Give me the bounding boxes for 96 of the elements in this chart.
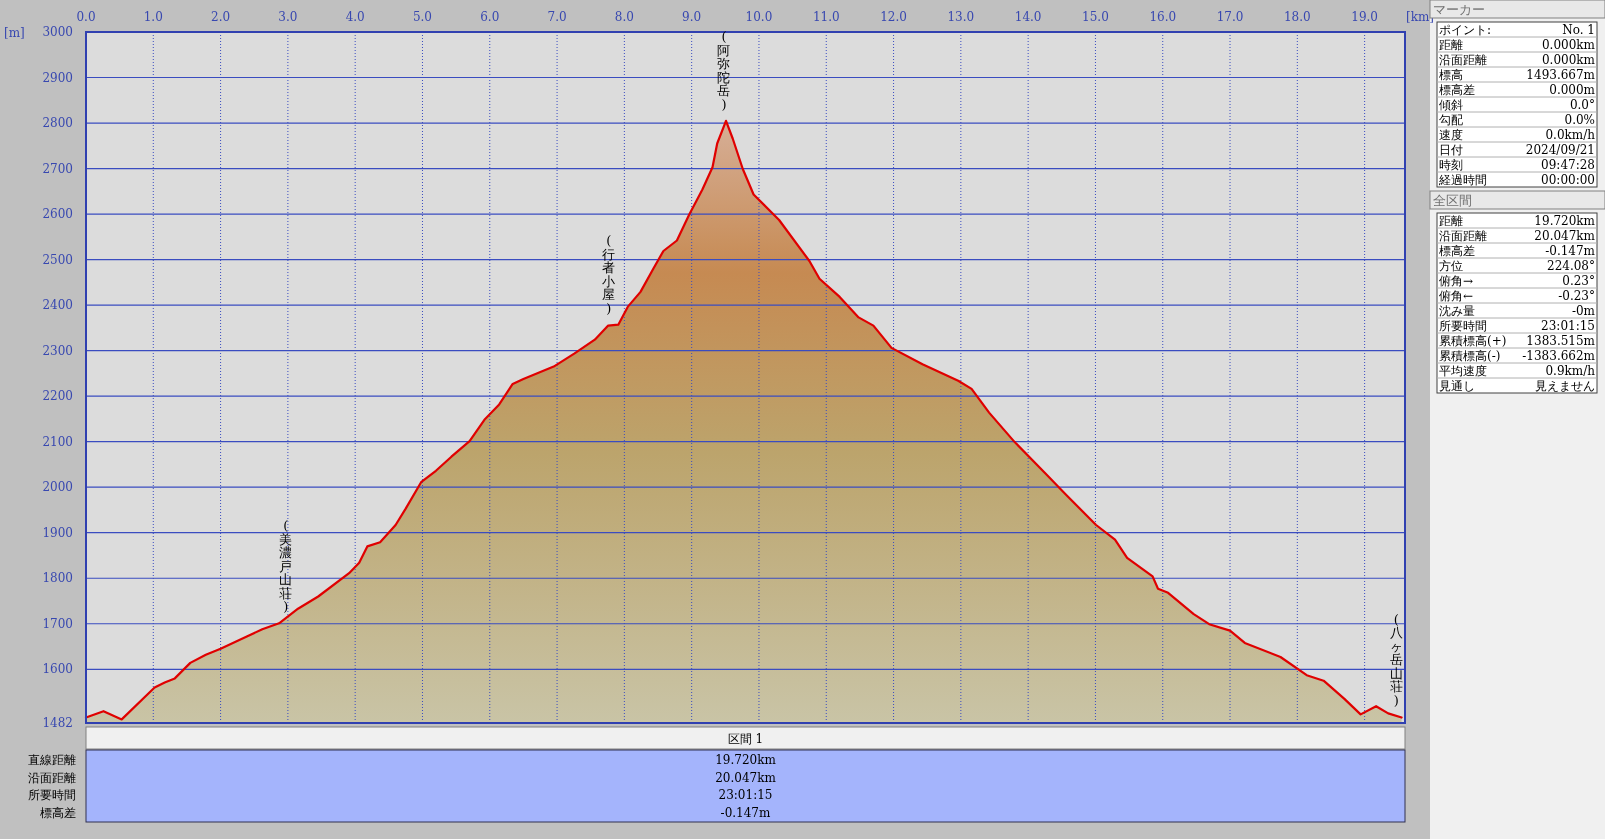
x-tick-label: 6.0 <box>480 10 500 24</box>
text: 俯角→ <box>1439 274 1474 288</box>
text: -0m <box>1571 304 1596 318</box>
x-tick-label: 19.0 <box>1351 10 1378 24</box>
x-tick-label: 3.0 <box>278 10 298 24</box>
text: 累積標高(-) <box>1439 349 1501 363</box>
x-tick-label: 16.0 <box>1149 10 1177 24</box>
text: 時刻 <box>1439 158 1463 172</box>
text: 19.720km <box>715 753 777 767</box>
annotation: (八ヶ岳山荘) <box>1389 611 1403 708</box>
text: 速度 <box>1439 128 1463 142</box>
text: 経過時間 <box>1438 173 1487 187</box>
y-axis-title: [m] <box>4 26 25 40</box>
y-tick-label: 1600 <box>42 662 73 677</box>
text: ポイント: <box>1439 23 1492 37</box>
text: 09:47:28 <box>1541 158 1595 172</box>
text: 20.047km <box>715 770 777 785</box>
text: 直線距離 <box>28 753 76 767</box>
text: 0.000km <box>1541 53 1596 67</box>
x-tick-label: 7.0 <box>547 10 567 24</box>
y-tick-label: 1800 <box>42 571 73 586</box>
x-tick-label: 18.0 <box>1283 10 1311 24</box>
text: 19.720km <box>1534 214 1596 228</box>
text: -0.147m <box>720 805 772 820</box>
x-tick-label: 4.0 <box>345 10 365 24</box>
text: 2024/09/21 <box>1525 143 1595 157</box>
y-tick-label: 2000 <box>42 480 73 495</box>
text: 標高差 <box>1439 244 1475 258</box>
text: 所要時間 <box>28 788 76 802</box>
text: 23:01:15 <box>718 788 773 802</box>
text: 沿面距離 <box>28 770 76 785</box>
text: 標高 <box>1439 68 1463 82</box>
text: 傾斜 <box>1439 98 1463 112</box>
y-tick-label: 1482 <box>42 716 73 730</box>
text: 距離 <box>1439 214 1463 228</box>
text: 見えません <box>1535 379 1595 393</box>
text: 俯角← <box>1439 289 1474 303</box>
x-tick-label: 14.0 <box>1014 10 1042 24</box>
x-tick-label: 13.0 <box>947 10 975 24</box>
y-tick-label: 2800 <box>42 116 73 131</box>
text: No. 1 <box>1562 23 1595 37</box>
annotation: (行者小屋) <box>602 233 616 316</box>
text: 区間 1 <box>727 732 764 746</box>
x-tick-label: 9.0 <box>682 10 702 24</box>
text: 0.0% <box>1564 113 1595 127</box>
y-tick-label: 2900 <box>42 70 73 85</box>
text: 勾配 <box>1439 113 1463 127</box>
text: 累積標高(+) <box>1439 334 1507 348</box>
text: 全区間 <box>1433 193 1472 208</box>
x-tick-label: 11.0 <box>812 10 840 24</box>
x-tick-label: 8.0 <box>614 10 634 24</box>
y-tick-label: 2700 <box>42 161 73 176</box>
text: 日付 <box>1439 143 1463 157</box>
text: -0.23° <box>1558 289 1595 303</box>
x-tick-label: 1.0 <box>143 10 163 24</box>
y-tick-label: 1700 <box>42 616 73 631</box>
text: 標高差 <box>40 805 76 820</box>
x-tick-label: 2.0 <box>211 10 231 24</box>
text: 標高差 <box>1439 83 1475 97</box>
y-tick-label: 2200 <box>42 389 73 404</box>
text: 224.08° <box>1547 259 1595 273</box>
x-tick-label: 12.0 <box>880 10 907 24</box>
text: 所要時間 <box>1439 319 1487 333</box>
x-tick-label: 15.0 <box>1082 10 1109 24</box>
x-tick-label: 10.0 <box>745 10 773 24</box>
text: 00:00:00 <box>1541 173 1595 187</box>
y-tick-label: 2400 <box>42 298 73 313</box>
text: -1383.662m <box>1522 349 1596 363</box>
text: -0.147m <box>1545 244 1596 258</box>
y-tick-label: 2100 <box>42 434 73 449</box>
text: 沿面距離 <box>1439 229 1487 243</box>
text: 沿面距離 <box>1439 53 1487 67</box>
text: 20.047km <box>1534 229 1596 243</box>
text: 0.23° <box>1562 274 1595 288</box>
text: 方位 <box>1439 259 1463 273</box>
y-tick-label: 2300 <box>42 343 73 358</box>
x-tick-label: 0.0 <box>76 10 96 24</box>
text: 23:01:15 <box>1541 319 1595 333</box>
text: 0.9km/h <box>1545 364 1596 378</box>
text: 平均速度 <box>1439 364 1487 378</box>
text: 0.000m <box>1549 83 1596 97</box>
text: 0.0km/h <box>1545 128 1596 142</box>
text: 見通し <box>1439 379 1475 393</box>
y-tick-label: 1900 <box>42 525 73 540</box>
text: 0.000km <box>1541 38 1596 52</box>
text: 距離 <box>1439 38 1463 52</box>
y-tick-label: 2600 <box>42 207 73 222</box>
text: 1383.515m <box>1526 334 1596 348</box>
text: マーカー <box>1433 2 1485 17</box>
y-tick-label: 2500 <box>42 252 73 267</box>
y-tick-label: 3000 <box>42 25 73 39</box>
text: 1493.667m <box>1526 68 1596 82</box>
x-tick-label: 5.0 <box>412 10 433 24</box>
text: 沈み量 <box>1439 304 1475 318</box>
x-tick-label: 17.0 <box>1216 10 1244 24</box>
text: 0.0° <box>1569 98 1595 112</box>
